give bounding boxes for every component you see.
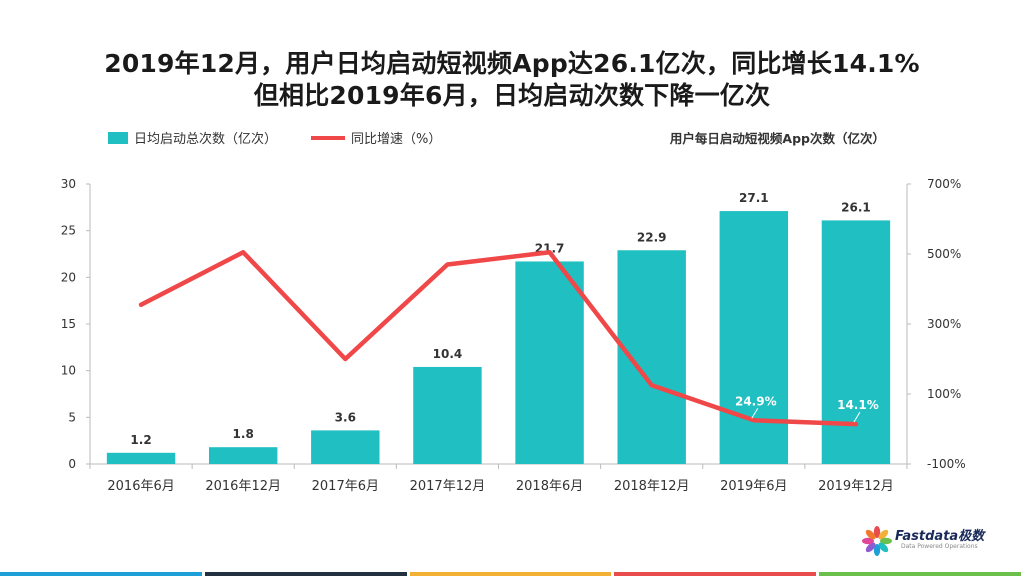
y-left-tick-label: 15 — [61, 317, 76, 331]
line-label-leader — [853, 411, 861, 423]
y-left-tick-label: 5 — [68, 410, 76, 424]
footer-color-segment — [204, 572, 407, 576]
y-right-tick-label: 500% — [927, 247, 961, 261]
footer-color-segment — [409, 572, 612, 576]
y-right-tick-label: -100% — [927, 457, 966, 471]
x-tick-label: 2016年6月 — [107, 479, 174, 494]
brand-logo: Fastdata极数 Data Powered Operations — [861, 521, 1011, 561]
flower-logo-icon — [862, 526, 892, 556]
y-left-tick-label: 25 — [61, 224, 76, 238]
bar — [821, 220, 891, 464]
x-tick-label: 2018年6月 — [516, 479, 583, 494]
line-data-label: 24.9% — [735, 394, 777, 408]
y-right-tick-label: 100% — [927, 387, 961, 401]
legend-bar-swatch — [108, 131, 128, 144]
line-data-label: 14.1% — [837, 398, 879, 412]
footer-color-segment — [614, 572, 817, 576]
x-tick-label: 2017年12月 — [410, 479, 486, 494]
y-left-tick-label: 30 — [61, 177, 76, 191]
y-left-tick-label: 10 — [61, 364, 76, 378]
chart-legend: 日均启动总次数（亿次） 同比增速（%） — [108, 128, 441, 147]
x-tick-label: 2017年6月 — [312, 479, 379, 494]
line-point — [139, 302, 144, 307]
chart-subtitle: 用户每日启动短视频App次数（亿次） — [669, 131, 885, 146]
bar — [311, 430, 380, 464]
y-left-tick-label: 20 — [61, 270, 76, 284]
x-tick-label: 2018年12月 — [614, 479, 690, 494]
y-right-tick-label: 700% — [927, 177, 961, 191]
line-label-leader — [751, 408, 759, 419]
chart-title-line2: 但相比2019年6月，日均启动次数下降一亿次 — [253, 81, 771, 110]
y-right-tick-label: 300% — [927, 317, 961, 331]
bar-data-label: 26.1 — [841, 200, 871, 214]
bar — [106, 452, 176, 464]
logo-brand-text: Fastdata极数 — [895, 529, 985, 544]
bar — [208, 447, 278, 464]
line-point — [241, 250, 246, 255]
line-point — [751, 418, 756, 423]
y-left-tick-label: 0 — [68, 457, 76, 471]
line-point — [445, 262, 450, 267]
bar-data-label: 27.1 — [739, 191, 769, 205]
line-point — [853, 422, 858, 427]
footer-color-segment — [0, 572, 202, 576]
bar-data-label: 22.9 — [637, 230, 667, 244]
bar — [719, 211, 789, 464]
bar-data-label: 10.4 — [433, 347, 463, 361]
x-tick-label: 2016年12月 — [205, 479, 281, 494]
legend-bar-label: 日均启动总次数（亿次） — [134, 132, 278, 147]
line-point — [649, 383, 654, 388]
legend-line-swatch — [311, 135, 346, 140]
bar-data-label: 3.6 — [335, 410, 356, 424]
bar-data-label: 1.8 — [233, 427, 254, 441]
bar-data-label: 1.2 — [130, 433, 151, 447]
x-tick-label: 2019年12月 — [818, 479, 894, 494]
footer-color-segment — [819, 572, 1021, 576]
bar — [413, 366, 482, 464]
bar — [515, 261, 584, 464]
line-point — [547, 250, 552, 255]
chart-title-line1: 2019年12月，用户日均启动短视频App达26.1亿次，同比增长14.1% — [104, 49, 920, 78]
logo-tagline: Data Powered Operations — [901, 543, 978, 550]
line-point — [343, 357, 348, 361]
growth-rate-line — [138, 250, 859, 427]
legend-line-label: 同比增速（%） — [351, 132, 442, 147]
x-tick-label: 2019年6月 — [720, 479, 787, 494]
